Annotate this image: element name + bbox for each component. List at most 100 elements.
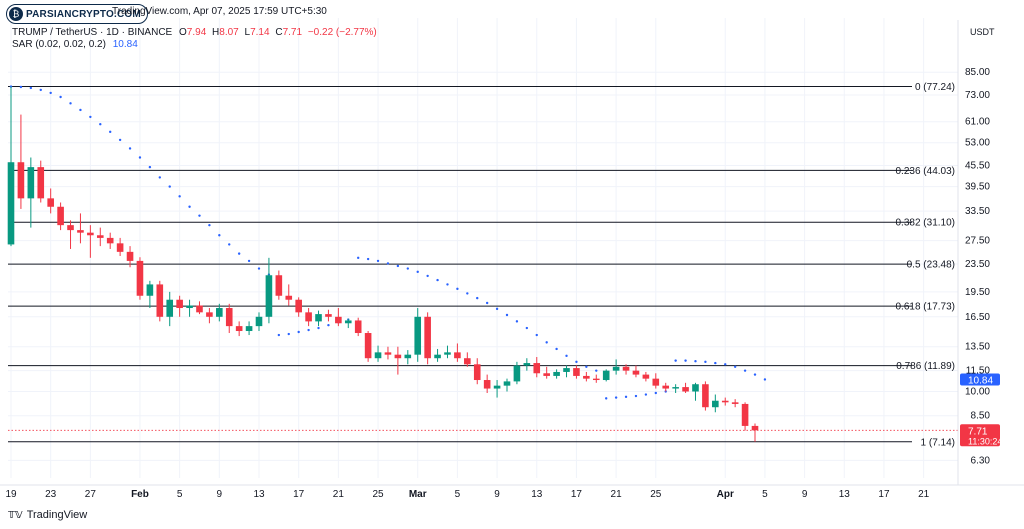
sar-dot-55 xyxy=(555,347,558,351)
sar-dot-38 xyxy=(386,262,390,265)
candle-body-8 xyxy=(87,232,94,236)
candle-body-30 xyxy=(305,312,312,322)
sar-dot-8 xyxy=(89,115,92,119)
sar-dot-27 xyxy=(277,333,281,337)
candle-body-61 xyxy=(612,366,620,371)
candle-body-45 xyxy=(454,352,461,359)
sar-dot-35 xyxy=(357,256,360,260)
candle-body-47 xyxy=(473,364,481,381)
candle-body-50 xyxy=(503,381,511,386)
sar-dot-68 xyxy=(684,359,687,362)
candle-body-22 xyxy=(225,308,233,327)
sar-dot-5 xyxy=(59,95,62,99)
time-tick-label: 25 xyxy=(372,489,384,500)
open-value: 7.94 xyxy=(186,27,207,38)
candle-body-59 xyxy=(592,378,600,381)
sar-dot-56 xyxy=(565,354,568,358)
sar-dot-12 xyxy=(128,147,132,150)
sar-dot-19 xyxy=(198,214,201,217)
watermark-text: PARSIANCRYPTO.COM xyxy=(26,8,141,20)
sar-dot-10 xyxy=(109,130,112,134)
candle-body-5 xyxy=(57,206,64,226)
candle-body-43 xyxy=(434,354,441,359)
sar-dot-9 xyxy=(99,123,102,126)
tradingview-footer[interactable]: 𝕋𝕍 TradingView xyxy=(8,509,87,521)
candle-body-56 xyxy=(563,368,570,372)
time-tick-label: 17 xyxy=(293,489,305,500)
price-tick-label: 16.50 xyxy=(965,312,990,323)
sar-dot-75 xyxy=(753,373,757,376)
candle-body-27 xyxy=(275,275,283,296)
sar-dot-37 xyxy=(376,259,380,263)
sar-dot-22 xyxy=(228,243,231,246)
sar-dot-60 xyxy=(605,397,608,400)
candle-body-63 xyxy=(632,370,640,375)
price-tick-label: 39.50 xyxy=(965,182,990,193)
sar-dot-63 xyxy=(634,394,638,398)
fib-label: 0.5 (23.48) xyxy=(907,260,955,271)
high-label: H xyxy=(212,27,220,38)
sar-value: 10.84 xyxy=(112,39,138,50)
low-value: 7.14 xyxy=(250,27,270,38)
open-label: O xyxy=(179,27,187,38)
candle-body-10 xyxy=(106,237,114,244)
time-tick-label: 13 xyxy=(531,489,543,500)
candle-body-42 xyxy=(424,316,431,359)
sar-dot-72 xyxy=(724,363,727,366)
time-axis[interactable]: 19 23 27 Feb 5 9 13 17 21 25 Mar 5 9 13 17 21 25 Apr 5 9 13 1… xyxy=(0,484,1024,500)
time-tick-label: 5 xyxy=(455,489,461,500)
candle-body-69 xyxy=(692,384,699,392)
sar-dot-18 xyxy=(188,205,191,208)
close-label: C xyxy=(275,27,283,38)
time-tick-label: 25 xyxy=(650,489,662,500)
sar-dot-40 xyxy=(406,267,409,270)
candle-body-15 xyxy=(156,284,164,317)
time-tick-label: 9 xyxy=(217,489,223,500)
time-tick-label: 21 xyxy=(918,489,930,500)
sar-dot-69 xyxy=(694,360,697,363)
sar-dot-70 xyxy=(704,360,707,364)
sar-dot-61 xyxy=(614,396,618,399)
candle-body-4 xyxy=(47,198,54,207)
sar-dot-51 xyxy=(515,320,519,323)
price-tick-label: 61.00 xyxy=(965,117,990,128)
candle-body-26 xyxy=(265,275,273,317)
candle-body-11 xyxy=(116,243,124,252)
price-tag-0 xyxy=(960,373,1000,386)
candle-body-58 xyxy=(583,375,590,379)
bitcoin-icon: ₿ xyxy=(9,7,23,21)
time-tick-label: 17 xyxy=(571,489,583,500)
source-line: TradingView.com, Apr 07, 2025 17:59 UTC+… xyxy=(112,6,327,17)
sar-dot-11 xyxy=(118,138,122,142)
time-tick-label: 19 xyxy=(5,489,17,500)
ohlc-legend[interactable]: TRUMP / TetherUS · 1D · BINANCE O7.94 H8… xyxy=(12,27,377,38)
price-axis[interactable]: 85.00 73.00 61.00 53.00 45.50 39.50 33.50 27.50… xyxy=(957,20,990,485)
candle-body-35 xyxy=(354,320,362,334)
candle-body-1 xyxy=(17,162,25,199)
candle-body-16 xyxy=(166,299,174,317)
sar-dot-25 xyxy=(257,267,261,270)
sar-dot-1 xyxy=(19,85,23,89)
sar-dot-54 xyxy=(545,341,548,344)
candle-body-66 xyxy=(662,385,670,389)
sar-legend[interactable]: SAR (0.02, 0.02, 0.2) 10.84 xyxy=(12,39,138,50)
candle-body-49 xyxy=(493,385,501,389)
candle-body-20 xyxy=(206,312,213,317)
candle-body-23 xyxy=(235,326,243,332)
change-value: −0.22 (−2.77%) xyxy=(307,27,377,38)
candle-body-65 xyxy=(652,378,660,386)
candle-body-14 xyxy=(146,284,154,296)
candle-body-38 xyxy=(384,352,392,355)
sar-dot-62 xyxy=(624,395,628,399)
axis-unit: USDT xyxy=(970,27,995,37)
candle-body-73 xyxy=(731,402,739,404)
sar-dot-57 xyxy=(575,360,578,364)
sar-dot-47 xyxy=(476,296,479,300)
fib-label: 1 (7.14) xyxy=(921,437,955,448)
tradingview-logo-icon: 𝕋𝕍 xyxy=(8,509,23,521)
sar-dot-7 xyxy=(79,108,82,112)
time-tick-label: 5 xyxy=(762,489,768,500)
fib-label: 0.786 (11.89) xyxy=(896,361,955,372)
candle-body-31 xyxy=(315,314,322,322)
